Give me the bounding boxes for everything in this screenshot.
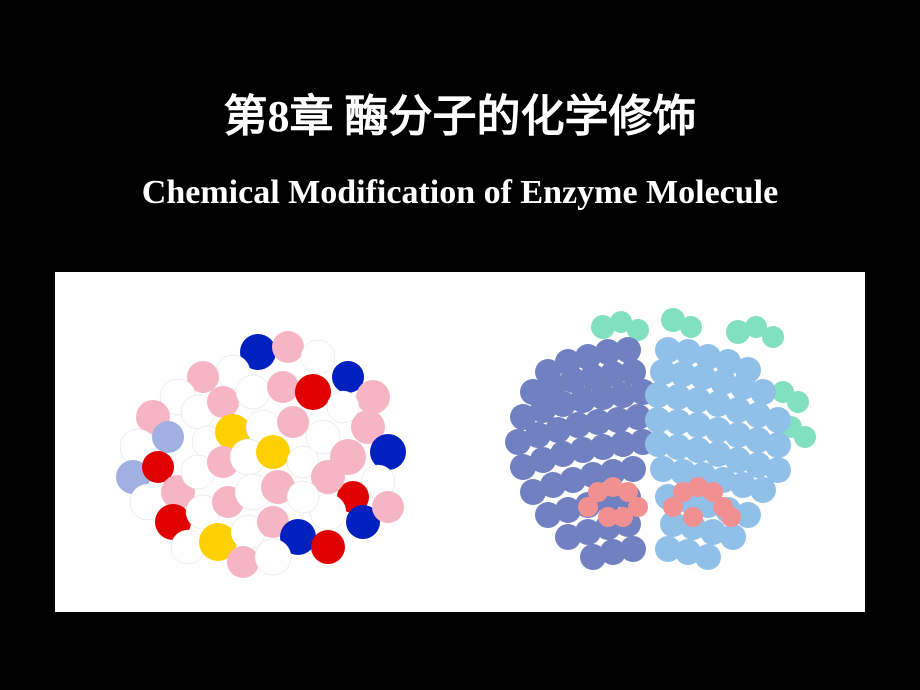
protein-dimer-right-icon [473, 292, 843, 592]
molecule-illustration-panel [55, 272, 865, 612]
enzyme-molecule-left [78, 292, 448, 592]
chapter-title-english: Chemical Modification of Enzyme Molecule [0, 174, 920, 272]
enzyme-molecule-right [473, 292, 843, 592]
chapter-title-chinese: 第8章 酶分子的化学修饰 [0, 0, 920, 174]
protein-space-filling-left-icon [78, 292, 448, 592]
presentation-slide: 第8章 酶分子的化学修饰 Chemical Modification of En… [0, 0, 920, 690]
